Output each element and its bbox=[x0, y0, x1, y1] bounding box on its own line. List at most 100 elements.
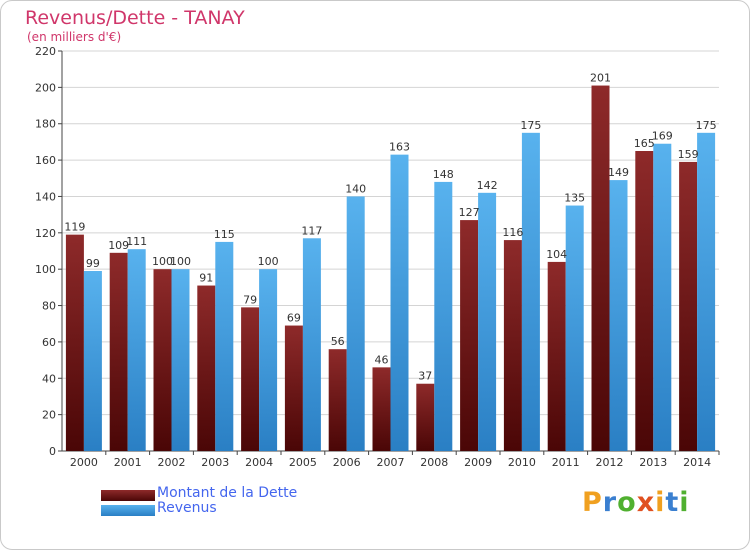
data-label-revenus: 99 bbox=[86, 257, 100, 270]
x-tick-label: 2003 bbox=[201, 456, 229, 469]
chart-subtitle: (en milliers d'€) bbox=[27, 30, 122, 44]
y-tick-label: 160 bbox=[35, 154, 56, 167]
y-tick-label: 100 bbox=[35, 263, 56, 276]
y-tick-label: 200 bbox=[35, 81, 56, 94]
data-label-debt: 127 bbox=[459, 206, 480, 219]
bar-debt bbox=[197, 285, 216, 451]
x-tick-label: 2000 bbox=[70, 456, 98, 469]
bar-debt bbox=[328, 349, 347, 451]
data-label-revenus: 135 bbox=[564, 192, 585, 205]
data-label-debt: 46 bbox=[375, 353, 389, 366]
x-tick-label: 2013 bbox=[639, 456, 667, 469]
x-tick-label: 2006 bbox=[333, 456, 361, 469]
logo-letter: t bbox=[665, 487, 680, 518]
bar-revenus bbox=[521, 132, 540, 451]
x-tick-label: 2014 bbox=[683, 456, 711, 469]
data-label-revenus: 169 bbox=[652, 130, 673, 143]
data-label-debt: 165 bbox=[634, 137, 655, 150]
data-label-revenus: 175 bbox=[696, 119, 717, 132]
bar-debt bbox=[547, 261, 566, 451]
bar-revenus bbox=[434, 181, 453, 451]
data-label-revenus: 148 bbox=[433, 168, 454, 181]
x-tick-label: 2007 bbox=[377, 456, 405, 469]
bar-revenus bbox=[565, 205, 584, 451]
x-tick-label: 2009 bbox=[464, 456, 492, 469]
data-label-debt: 56 bbox=[331, 335, 345, 348]
bar-debt bbox=[416, 383, 435, 451]
data-label-debt: 119 bbox=[64, 221, 85, 234]
data-label-revenus: 100 bbox=[170, 255, 191, 268]
legend-swatch-revenus bbox=[101, 505, 155, 516]
y-tick-label: 120 bbox=[35, 227, 56, 240]
bar-debt bbox=[679, 161, 698, 451]
data-label-revenus: 111 bbox=[126, 235, 147, 248]
x-tick-label: 2012 bbox=[596, 456, 624, 469]
x-tick-label: 2005 bbox=[289, 456, 317, 469]
proxiti-logo: Proxiti bbox=[582, 487, 690, 518]
bar-debt bbox=[591, 85, 610, 451]
data-label-revenus: 117 bbox=[301, 224, 322, 237]
data-label-debt: 37 bbox=[418, 370, 432, 383]
legend-label-debt: Montant de la Dette bbox=[157, 485, 298, 501]
bar-debt bbox=[372, 367, 391, 451]
x-tick-label: 2002 bbox=[158, 456, 186, 469]
bar-revenus bbox=[697, 132, 716, 451]
data-label-debt: 104 bbox=[546, 248, 567, 261]
x-tick-label: 2008 bbox=[420, 456, 448, 469]
data-label-revenus: 140 bbox=[345, 182, 366, 195]
bar-revenus bbox=[390, 154, 409, 452]
legend-label-revenus: Revenus bbox=[157, 500, 217, 516]
bar-debt bbox=[65, 234, 84, 451]
data-label-debt: 100 bbox=[152, 255, 173, 268]
legend-swatch-debt bbox=[101, 490, 155, 501]
x-tick-label: 2010 bbox=[508, 456, 536, 469]
bar-revenus bbox=[171, 269, 190, 451]
y-tick-label: 140 bbox=[35, 190, 56, 203]
data-label-revenus: 163 bbox=[389, 141, 410, 154]
y-tick-label: 60 bbox=[42, 336, 56, 349]
y-tick-label: 0 bbox=[49, 445, 56, 458]
bar-debt bbox=[635, 151, 654, 451]
data-label-debt: 201 bbox=[590, 72, 611, 85]
data-label-revenus: 100 bbox=[258, 255, 279, 268]
data-label-revenus: 149 bbox=[608, 166, 629, 179]
chart-title: Revenus/Dette - TANAY bbox=[25, 7, 245, 29]
data-label-debt: 109 bbox=[108, 239, 129, 252]
bar-debt bbox=[241, 307, 260, 451]
data-label-debt: 91 bbox=[199, 272, 213, 285]
y-tick-label: 180 bbox=[35, 118, 56, 131]
logo-letter: i bbox=[655, 487, 666, 518]
data-label-debt: 116 bbox=[502, 226, 523, 239]
x-tick-label: 2004 bbox=[245, 456, 273, 469]
logo-letter: i bbox=[679, 487, 690, 518]
bar-debt bbox=[153, 269, 172, 451]
bar-debt bbox=[109, 252, 128, 451]
bar-revenus bbox=[653, 143, 672, 451]
y-tick-label: 80 bbox=[42, 300, 56, 313]
logo-letter: r bbox=[602, 487, 618, 518]
bar-revenus bbox=[302, 238, 321, 451]
y-tick-label: 220 bbox=[35, 45, 56, 58]
logo-letter: o bbox=[617, 487, 637, 518]
bar-revenus bbox=[609, 180, 628, 451]
bar-debt bbox=[503, 240, 522, 451]
data-label-revenus: 142 bbox=[477, 179, 498, 192]
data-label-debt: 69 bbox=[287, 312, 301, 325]
data-label-revenus: 115 bbox=[214, 228, 235, 241]
x-tick-label: 2011 bbox=[552, 456, 580, 469]
y-tick-label: 20 bbox=[42, 409, 56, 422]
data-label-debt: 79 bbox=[243, 293, 257, 306]
bar-revenus bbox=[478, 192, 497, 451]
bar-revenus bbox=[127, 249, 146, 451]
bar-revenus bbox=[83, 271, 102, 451]
bar-revenus bbox=[259, 269, 278, 451]
x-tick-label: 2001 bbox=[114, 456, 142, 469]
logo-letter: P bbox=[582, 487, 603, 518]
data-label-debt: 159 bbox=[678, 148, 699, 161]
bar-revenus bbox=[215, 241, 234, 451]
y-tick-label: 40 bbox=[42, 372, 56, 385]
bar-debt bbox=[284, 325, 303, 451]
bar-debt bbox=[460, 220, 479, 451]
